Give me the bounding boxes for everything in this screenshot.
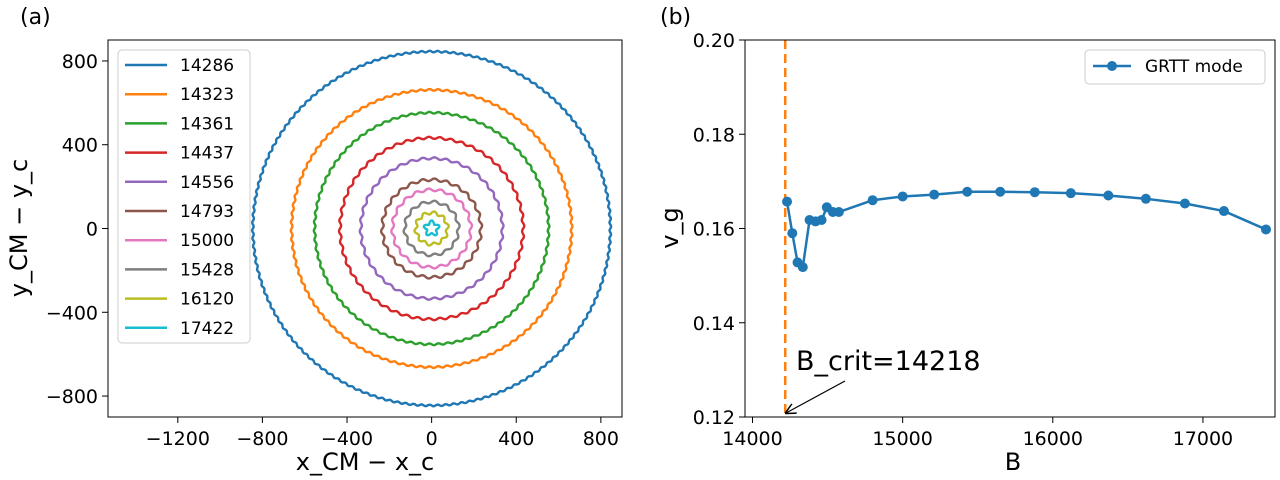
data-point	[1103, 190, 1114, 201]
x-tick-label: 15000	[872, 428, 932, 450]
x-tick-label: −1200	[146, 428, 210, 450]
series-line-grtt-mode	[785, 190, 1267, 269]
panel-a-y-axis-label: y_CM − y_c	[5, 159, 33, 297]
data-point	[1260, 224, 1271, 235]
orbit-series-15428	[402, 199, 461, 258]
panel-b-group-velocity-chart: (b) 14000 15000 16000 17000 0.12 0.14 0.16 0.18…	[656, 5, 1276, 476]
x-tick-label: −800	[236, 428, 288, 450]
panel-a-frame	[107, 39, 623, 418]
y-tick-label: 0.14	[693, 313, 735, 335]
legend-label-14793: 14793	[180, 202, 234, 222]
data-point	[897, 191, 908, 202]
y-tick-label: −800	[46, 386, 98, 408]
data-point	[867, 195, 878, 206]
orbit-series-14361	[312, 110, 551, 347]
panel-b-label: (b)	[660, 5, 691, 30]
data-point	[1029, 187, 1040, 198]
data-point	[995, 186, 1006, 197]
x-tick-label: 0	[426, 428, 438, 450]
panel-b-legend: GRTT mode	[1084, 49, 1266, 85]
legend-label-16120: 16120	[180, 290, 234, 310]
x-tick-label: 400	[498, 428, 534, 450]
data-point	[929, 189, 940, 200]
b-crit-annotation: B_crit=14218	[786, 346, 981, 413]
data-point	[787, 228, 798, 239]
y-tick-label: 400	[62, 135, 98, 157]
data-point	[782, 196, 793, 207]
panel-a-orbits-chart: (a) −1200 −800 −400 0 400 800−800−4000400800 …	[5, 5, 623, 476]
y-tick-label: 800	[62, 51, 98, 73]
x-tick-label: 14000	[722, 428, 782, 450]
panel-b-frame	[744, 39, 1276, 418]
panel-a-legend: 14286 14323 14361 14437 14556 14793 15000 15428…	[117, 49, 251, 344]
y-tick-label: 0	[86, 219, 98, 241]
legend-label-14556: 14556	[180, 173, 234, 193]
x-tick-label: 17000	[1173, 428, 1233, 450]
y-tick-label: 0.20	[693, 30, 735, 52]
data-point	[1065, 188, 1076, 199]
panel-a-x-axis-label: x_CM − x_c	[296, 448, 434, 476]
panel-b-y-axis-label: v_g	[656, 207, 684, 248]
orbit-series-14793	[379, 177, 484, 280]
data-point	[833, 207, 844, 218]
y-tick-label: 0.12	[693, 407, 735, 429]
x-tick-label: 16000	[1023, 428, 1083, 450]
data-point	[797, 262, 808, 273]
orbit-series-16120	[413, 210, 450, 247]
x-tick-label: −400	[321, 428, 373, 450]
data-point	[1179, 198, 1190, 209]
legend-label-14286: 14286	[180, 56, 234, 76]
legend-label-15000: 15000	[180, 231, 234, 251]
x-tick-label: 800	[583, 428, 619, 450]
y-tick-label: −400	[46, 302, 98, 324]
legend-label-14437: 14437	[180, 144, 234, 164]
orbit-series-15000	[390, 187, 474, 270]
legend-label-14323: 14323	[180, 85, 234, 105]
panel-a-label: (a)	[20, 5, 51, 30]
legend-label-14361: 14361	[180, 114, 234, 134]
panel-b-x-axis-label: B	[1005, 448, 1021, 476]
annotation-text: B_crit=14218	[796, 346, 981, 377]
data-point	[962, 186, 973, 197]
data-point	[816, 215, 827, 226]
annotation-arrow	[786, 380, 846, 413]
orbit-series-17422	[422, 219, 441, 237]
legend-label-15428: 15428	[180, 260, 234, 280]
legend-label-17422: 17422	[180, 319, 234, 339]
legend-label-grtt-mode: GRTT mode	[1145, 57, 1243, 77]
orbit-series-14323	[289, 87, 574, 370]
legend-marker-grtt-mode	[1107, 61, 1117, 71]
data-point	[1218, 206, 1229, 217]
legend-box	[1084, 49, 1266, 85]
orbit-series-14437	[337, 135, 526, 322]
y-tick-label: 0.18	[693, 124, 735, 146]
data-point	[1140, 193, 1151, 204]
y-tick-label: 0.16	[693, 219, 735, 241]
orbit-series-14556	[358, 156, 505, 301]
orbit-series-14286	[250, 49, 613, 408]
